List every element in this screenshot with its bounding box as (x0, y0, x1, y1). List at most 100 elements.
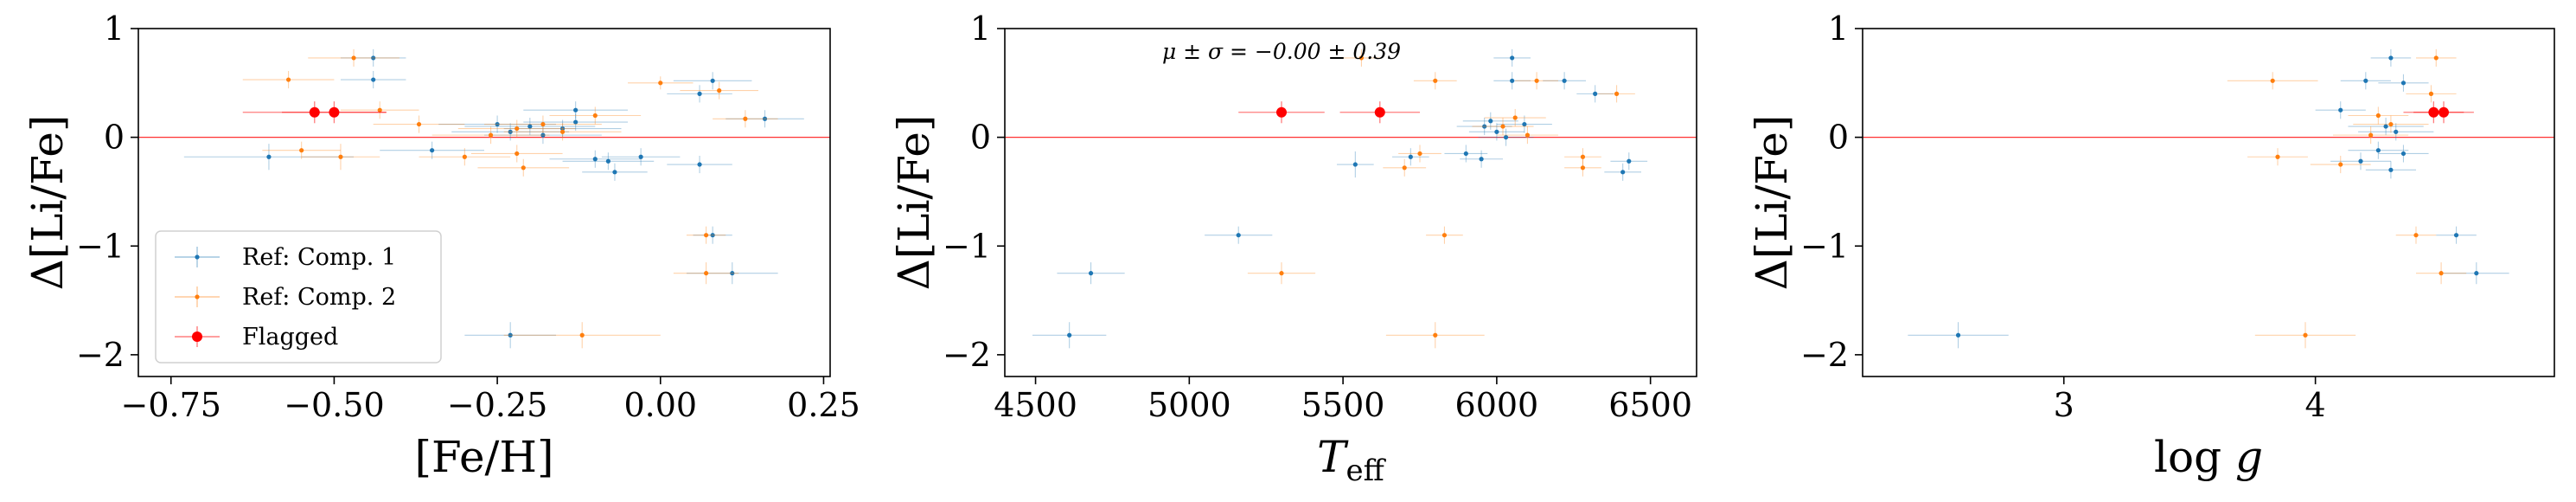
y-tick-label: 0 (1828, 119, 1849, 157)
data-point (488, 132, 494, 138)
data-point (2439, 106, 2449, 118)
data-point (2375, 148, 2381, 153)
x-axis-label: [Fe/H] (414, 432, 553, 482)
data-point (351, 55, 356, 61)
data-point (508, 129, 513, 134)
data-point (515, 126, 520, 132)
data-point (1525, 132, 1531, 138)
data-point (710, 78, 715, 83)
data-point (1276, 106, 1287, 118)
data-point (612, 170, 617, 175)
y-tick-label: 1 (970, 10, 991, 48)
data-point (1593, 91, 1598, 96)
data-point (605, 158, 610, 164)
y-tick-label: 1 (1828, 10, 1849, 48)
x-axis-label: Teff (1317, 432, 1386, 488)
series-ref-comp-2 (1247, 48, 1635, 349)
series-ref-comp-2 (242, 48, 778, 349)
data-point (638, 154, 643, 159)
data-point (1488, 119, 1493, 124)
data-point (299, 148, 304, 153)
data-point (515, 151, 520, 157)
data-point (704, 233, 709, 238)
data-point (573, 119, 578, 125)
data-point (559, 129, 566, 134)
series-ref-comp-1 (1908, 48, 2509, 349)
data-point (1512, 115, 1518, 120)
data-point (1402, 165, 1407, 171)
panel-3: 3 4 1 0 −1 −2 log g Δ[Li/Fe] (1747, 10, 2555, 482)
data-point (527, 124, 533, 129)
series-ref-comp-1 (1032, 48, 1648, 349)
data-point (697, 91, 702, 96)
data-point (1236, 233, 1241, 238)
data-point (1417, 151, 1422, 157)
x-tick-label: −0.75 (121, 386, 221, 424)
data-point (1955, 332, 1961, 338)
data-point (2388, 121, 2394, 127)
data-point (573, 107, 578, 113)
data-point (2439, 271, 2444, 276)
data-point (2400, 80, 2407, 86)
data-point (2383, 124, 2388, 129)
data-point (430, 148, 435, 153)
y-tick-label: 1 (104, 10, 125, 48)
data-point (730, 271, 735, 276)
series-ref-comp-2 (2227, 48, 2467, 349)
y-tick-label: −1 (943, 227, 991, 265)
x-tick-label: 0.25 (787, 386, 860, 424)
data-point (1374, 106, 1385, 118)
data-point (1358, 55, 1365, 61)
x-axis-label: log g (2154, 432, 2263, 482)
series-flagged (1238, 101, 1420, 124)
y-tick-label: −1 (76, 227, 125, 265)
y-tick-label: −2 (76, 336, 125, 374)
data-point (338, 154, 343, 159)
data-point (266, 154, 272, 159)
x-tick-label: 6000 (1455, 386, 1539, 424)
legend: Ref: Comp. 1 Ref: Comp. 2 Flagged (155, 230, 442, 364)
data-point (521, 165, 526, 171)
x-tick-label: 5500 (1301, 386, 1385, 424)
data-point (2375, 113, 2381, 119)
y-tick-label: −1 (1800, 227, 1849, 265)
data-point (1067, 332, 1072, 338)
data-point (579, 332, 585, 338)
x-tick-label: −0.25 (447, 386, 547, 424)
data-point (1522, 121, 1527, 127)
data-point (1510, 78, 1515, 83)
data-point (371, 55, 376, 61)
data-point (2358, 158, 2363, 164)
data-point (1580, 154, 1586, 159)
data-point (2270, 78, 2275, 83)
data-point (1627, 158, 1632, 164)
x-tick-label: 5000 (1147, 386, 1231, 424)
data-point (1408, 154, 1413, 159)
data-point (1580, 165, 1586, 171)
data-point (2474, 271, 2479, 276)
y-tick-label: −2 (943, 336, 991, 374)
data-point (2388, 167, 2394, 172)
data-point (2400, 151, 2407, 157)
data-point (1562, 78, 1567, 83)
data-point (371, 77, 376, 82)
data-point (743, 116, 748, 121)
data-point (2433, 55, 2439, 61)
legend-marker (195, 294, 200, 299)
legend-label: Flagged (242, 324, 338, 351)
y-axis-label: Δ[Li/Fe] (1747, 115, 1797, 291)
y-tick-label: 0 (104, 119, 125, 157)
axes-frame (137, 28, 831, 377)
data-point (2275, 154, 2280, 159)
data-point (1500, 124, 1505, 129)
data-point (1510, 55, 1515, 61)
data-point (1352, 162, 1358, 167)
data-point (592, 113, 598, 119)
y-tick-label: −2 (1800, 336, 1849, 374)
data-point (592, 157, 598, 162)
panel-1: −0.75 −0.50 −0.25 0.00 0.25 1 0 −1 −2 [Fe/H] Δ[Li/… (22, 10, 860, 482)
data-point (1279, 271, 1284, 276)
data-point (2303, 332, 2308, 338)
data-point (1482, 124, 1487, 129)
